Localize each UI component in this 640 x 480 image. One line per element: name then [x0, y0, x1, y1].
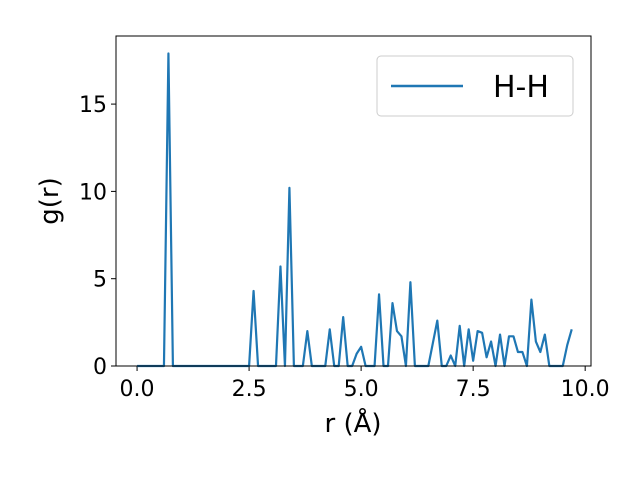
x-tick-label: 7.5	[456, 377, 491, 402]
y-axis-label: g(r)	[35, 177, 65, 224]
x-tick-label: 2.5	[232, 377, 267, 402]
plot-frame	[115, 35, 592, 367]
legend-box	[376, 55, 574, 117]
x-tick-label: 5.0	[344, 377, 379, 402]
legend-label: H-H	[493, 70, 549, 105]
y-tick-label: 0	[93, 355, 107, 380]
x-axis-label: r (Å)	[324, 407, 381, 439]
y-tick-label: 10	[79, 180, 107, 205]
y-tick-label: 5	[93, 268, 107, 293]
x-tick-label: 10.0	[561, 377, 610, 402]
x-tick-label: 0.0	[120, 377, 155, 402]
y-tick-label: 15	[79, 93, 107, 118]
